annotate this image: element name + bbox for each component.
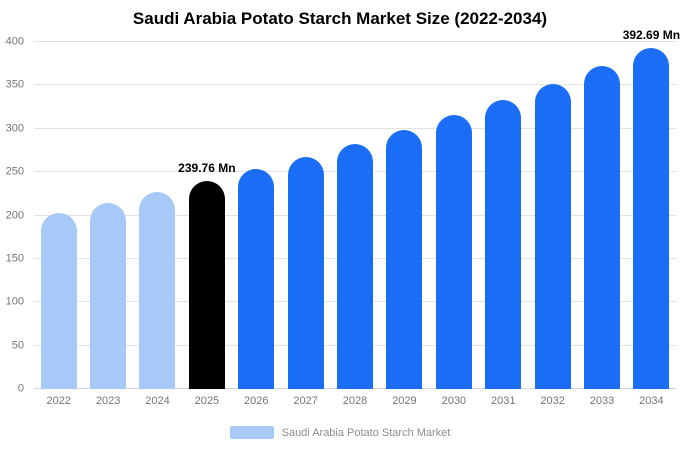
bar-slot xyxy=(429,42,478,389)
y-tick-label: 400 xyxy=(5,35,24,48)
bar-slot xyxy=(479,42,528,389)
chart-title: Saudi Arabia Potato Starch Market Size (… xyxy=(132,9,548,28)
bar-2023 xyxy=(90,202,127,389)
data-label: 392.69 Mn xyxy=(622,28,680,43)
data-label: 239.76 Mn xyxy=(178,161,236,176)
bars: 239.76 Mn 392.69 Mn xyxy=(34,28,680,389)
bar-2026 xyxy=(238,169,275,389)
x-tick-label: 2022 xyxy=(46,395,71,407)
gridline xyxy=(34,41,676,42)
bar-2025 xyxy=(188,181,225,389)
bar-2034 xyxy=(633,48,670,389)
bar-2024 xyxy=(139,192,176,389)
bar-slot xyxy=(281,42,330,389)
bar-slot: 392.69 Mn xyxy=(623,28,680,389)
bar-2033 xyxy=(583,66,620,389)
bar-2027 xyxy=(287,156,324,389)
legend-swatch xyxy=(229,426,274,439)
x-tick-label: 2029 xyxy=(392,395,417,407)
x-tick-label: 2034 xyxy=(639,395,664,407)
x-tick-label: 2026 xyxy=(244,395,269,407)
bar-2028 xyxy=(337,143,374,389)
gridline xyxy=(34,127,676,129)
x-tick-label: 2028 xyxy=(342,395,368,407)
bar-2022 xyxy=(40,212,77,389)
y-tick-label: 250 xyxy=(5,165,24,178)
legend-label: Saudi Arabia Potato Starch Market xyxy=(281,426,451,439)
bar-slot: 239.76 Mn xyxy=(178,42,236,389)
y-tick-label: 350 xyxy=(5,78,24,91)
x-tick-label: 2033 xyxy=(589,395,615,407)
bar-slot xyxy=(577,42,626,389)
bar-2031 xyxy=(485,99,522,389)
bar-slot xyxy=(83,42,132,389)
y-tick-label: 100 xyxy=(5,295,24,308)
y-tick-label: 150 xyxy=(5,252,24,265)
bar-2029 xyxy=(386,129,423,389)
x-tick-label: 2024 xyxy=(145,395,170,407)
bar-slot xyxy=(133,42,182,389)
y-tick-label: 50 xyxy=(11,339,24,352)
x-tick-label: 2023 xyxy=(95,395,121,407)
bar-2032 xyxy=(534,83,571,389)
bar-slot xyxy=(232,42,281,389)
y-tick-label: 300 xyxy=(5,122,24,135)
bar-slot xyxy=(380,42,429,389)
gridline xyxy=(34,84,676,86)
legend: Saudi Arabia Potato Starch Market xyxy=(0,426,680,439)
bar-slot xyxy=(528,42,577,389)
x-axis-labels: 2022 2023 2024 2025 2026 2027 2028 2029 2030 2031… xyxy=(34,395,676,407)
x-tick-label: 2027 xyxy=(293,395,318,407)
bar-slot xyxy=(34,42,83,389)
y-axis-labels: 0 50 100 150 200 250 300 350 400 xyxy=(0,36,28,394)
y-tick-label: 200 xyxy=(5,209,24,221)
x-tick-label: 2032 xyxy=(540,395,565,407)
bar-slot xyxy=(330,42,379,389)
x-tick-label: 2031 xyxy=(490,395,516,407)
plot-area: 239.76 Mn 392.69 Mn xyxy=(34,28,680,389)
x-tick-label: 2030 xyxy=(441,395,467,407)
bar-2030 xyxy=(435,115,472,389)
y-tick-label: 0 xyxy=(17,382,24,395)
x-tick-label: 2025 xyxy=(194,395,220,407)
